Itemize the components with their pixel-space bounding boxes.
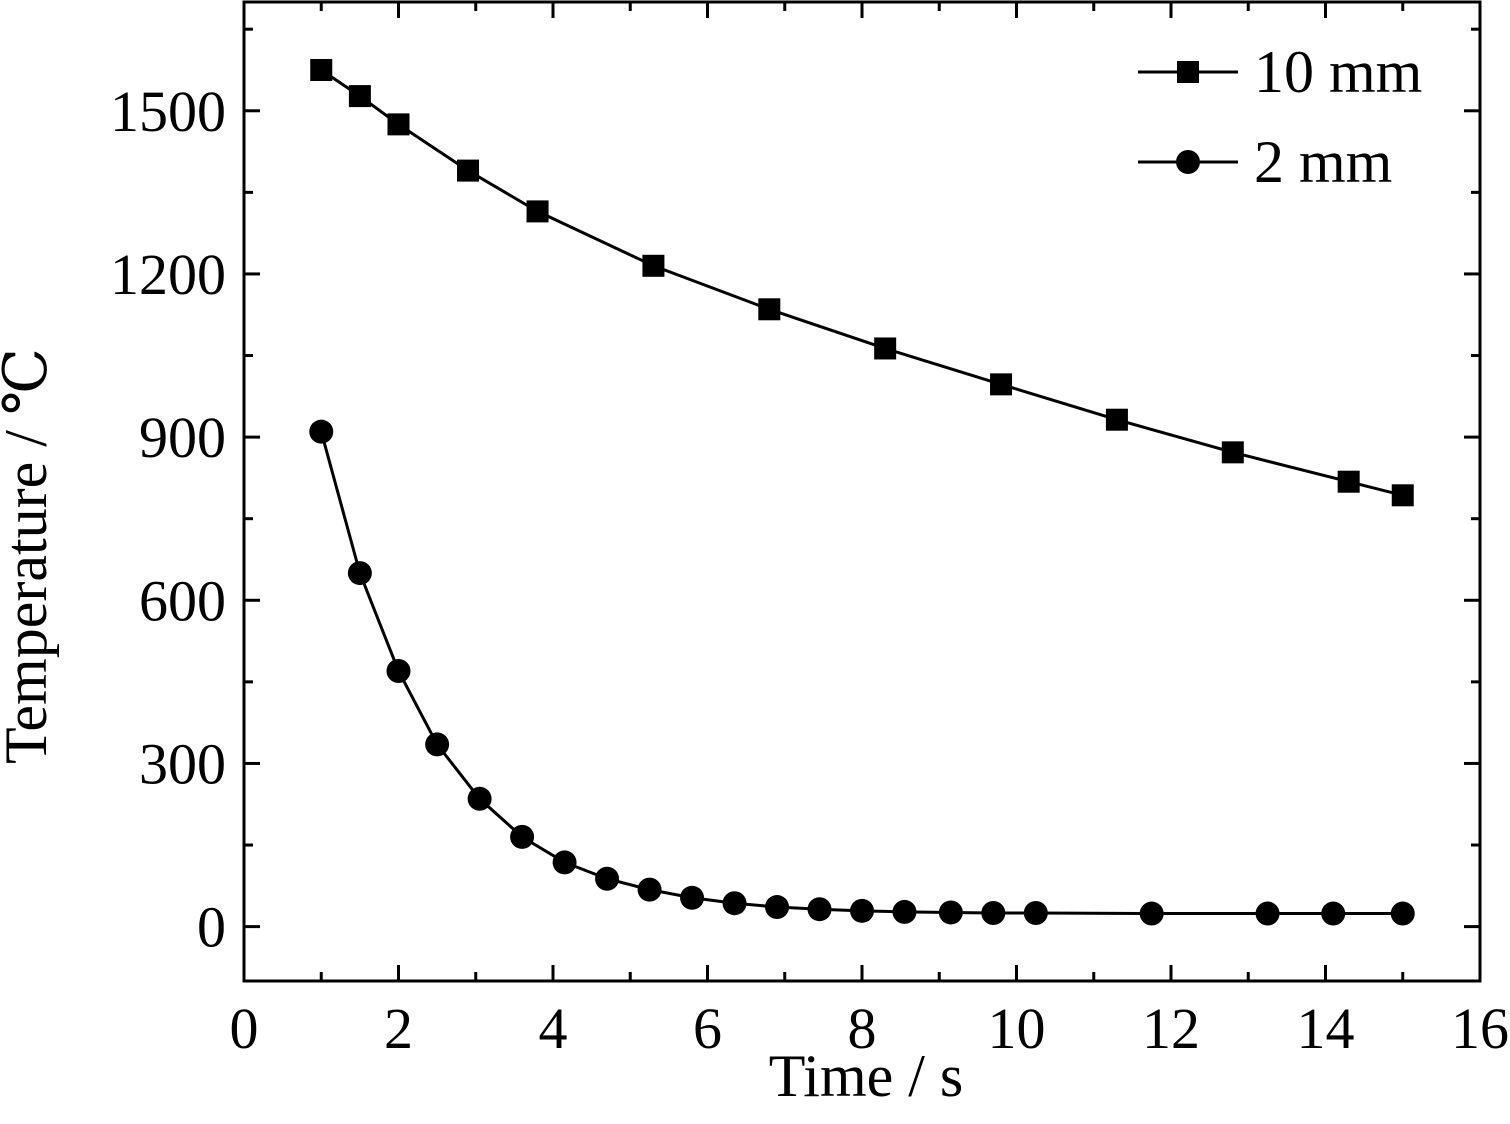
data-point bbox=[981, 901, 1006, 926]
data-point bbox=[850, 898, 874, 923]
data-point bbox=[1255, 901, 1280, 926]
data-point bbox=[1221, 441, 1244, 464]
x-tick-label: 10 bbox=[988, 996, 1046, 1061]
legend-entry: 2 mm bbox=[1138, 129, 1392, 195]
y-tick-label: 1200 bbox=[110, 242, 226, 307]
legend-marker bbox=[1177, 61, 1199, 83]
data-point bbox=[347, 561, 372, 586]
y-tick-label: 1500 bbox=[110, 79, 226, 144]
data-point bbox=[595, 866, 620, 891]
data-point bbox=[386, 658, 411, 683]
data-point bbox=[467, 786, 492, 811]
data-point bbox=[526, 200, 549, 223]
x-tick-label: 14 bbox=[1297, 996, 1355, 1061]
data-point bbox=[892, 899, 917, 924]
data-point bbox=[1139, 901, 1164, 926]
series-1 bbox=[309, 419, 1415, 926]
data-point bbox=[348, 85, 371, 108]
data-point bbox=[1321, 901, 1346, 926]
x-tick-label: 8 bbox=[848, 996, 877, 1061]
data-point bbox=[765, 895, 790, 920]
legend-label: 2 mm bbox=[1254, 129, 1392, 195]
data-point bbox=[938, 900, 963, 925]
x-tick-label: 12 bbox=[1142, 996, 1200, 1061]
data-point bbox=[1337, 470, 1360, 493]
data-point bbox=[990, 373, 1013, 396]
data-point bbox=[874, 337, 897, 360]
x-tick-label: 2 bbox=[384, 996, 413, 1061]
data-point bbox=[637, 877, 662, 902]
x-axis-title: Time / s bbox=[769, 1043, 964, 1109]
x-tick-label: 16 bbox=[1451, 996, 1509, 1061]
data-point bbox=[1023, 901, 1048, 926]
data-point bbox=[1391, 484, 1414, 507]
x-axis-ticks: 0 2 4 6 8 10 12 14 16 bbox=[230, 2, 1509, 1061]
data-point bbox=[680, 885, 705, 910]
series-line bbox=[320, 68, 1404, 497]
legend: 10 mm 2 mm bbox=[1138, 39, 1422, 195]
y-tick-label: 300 bbox=[139, 731, 226, 796]
data-point bbox=[510, 824, 535, 849]
series-layer bbox=[309, 58, 1415, 926]
x-tick-label: 0 bbox=[230, 996, 259, 1061]
y-tick-label: 600 bbox=[139, 568, 226, 633]
y-axis-ticks: 0 300 600 900 1200 1500 bbox=[110, 27, 1480, 960]
legend-entry: 10 mm bbox=[1138, 39, 1422, 105]
data-point bbox=[807, 897, 832, 922]
data-point bbox=[310, 58, 333, 81]
y-tick-label: 0 bbox=[197, 895, 226, 960]
series-line bbox=[319, 431, 1403, 916]
data-point bbox=[722, 891, 747, 916]
y-tick-label: 900 bbox=[139, 405, 226, 470]
data-point bbox=[758, 298, 781, 321]
data-point bbox=[425, 732, 450, 757]
data-point bbox=[552, 850, 577, 875]
data-point bbox=[309, 419, 334, 444]
data-point bbox=[387, 113, 410, 136]
x-tick-label: 4 bbox=[539, 996, 568, 1061]
data-point bbox=[457, 159, 480, 182]
data-point bbox=[1390, 901, 1415, 926]
y-axis-title: Temperature / ℃ bbox=[0, 348, 59, 764]
x-tick-label: 6 bbox=[693, 996, 722, 1061]
legend-marker bbox=[1176, 150, 1200, 174]
legend-label: 10 mm bbox=[1254, 39, 1422, 105]
series-0 bbox=[310, 58, 1414, 507]
data-point bbox=[642, 254, 665, 277]
data-point bbox=[1105, 408, 1128, 431]
